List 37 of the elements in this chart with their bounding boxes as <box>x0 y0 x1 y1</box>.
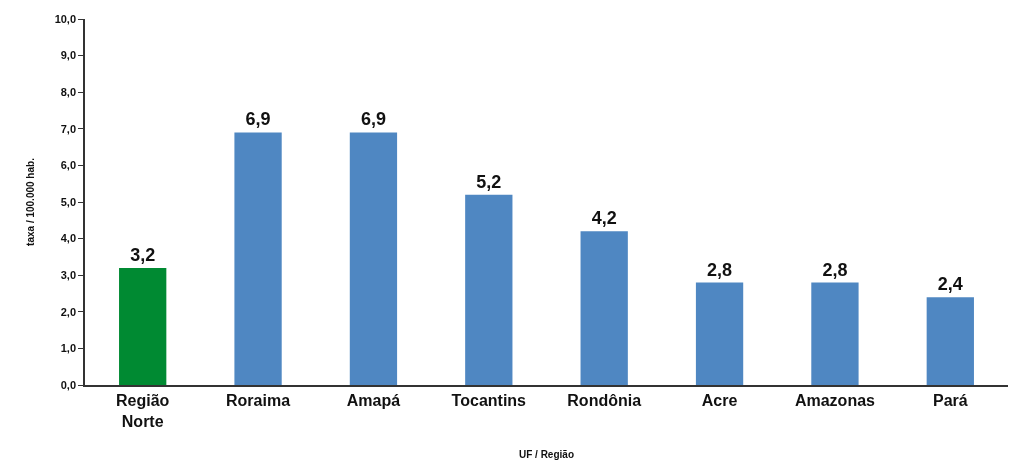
bar <box>695 282 744 385</box>
x-tick-label: Amapá <box>346 391 401 409</box>
x-tick-label: Amazonas <box>794 391 876 409</box>
y-tick-label: 4,0 <box>60 232 77 245</box>
y-tick-label: 10,0 <box>54 12 77 25</box>
y-tick-label: 6,0 <box>60 159 77 172</box>
data-label: 4,2 <box>591 208 617 229</box>
data-label: 3,2 <box>130 244 156 265</box>
bar <box>349 132 398 385</box>
x-tick-label: Região Norte <box>116 391 170 430</box>
y-tick-label: 8,0 <box>60 86 77 99</box>
y-tick-label: 0,0 <box>60 378 77 391</box>
data-label: 2,4 <box>937 274 963 295</box>
x-tick-label: Roraima <box>226 391 291 409</box>
data-label: 6,9 <box>245 109 271 130</box>
y-tick-label: 2,0 <box>60 305 77 318</box>
y-axis-title: taxa / 100.000 hab. <box>25 157 37 246</box>
data-label: 2,8 <box>822 259 848 280</box>
bar <box>926 297 974 385</box>
data-label: 2,8 <box>707 259 733 280</box>
x-tick-label: Tocantins <box>451 391 527 409</box>
bar <box>580 231 628 385</box>
bar <box>811 282 859 385</box>
y-tick-label: 7,0 <box>60 122 77 135</box>
y-tick-label: 5,0 <box>60 195 77 208</box>
y-tick-label: 9,0 <box>60 49 77 62</box>
y-tick-label: 3,0 <box>60 269 77 282</box>
bar <box>465 194 513 385</box>
bar <box>234 132 282 385</box>
x-axis-title: UF / Região <box>518 448 575 460</box>
data-label: 6,9 <box>360 109 386 130</box>
x-tick-label: Acre <box>701 391 738 409</box>
x-tick-label: Rondônia <box>567 391 642 409</box>
x-tick-label: Pará <box>932 391 968 409</box>
data-label: 5,2 <box>476 171 502 192</box>
bar <box>119 267 167 385</box>
y-tick-label: 1,0 <box>60 342 77 355</box>
